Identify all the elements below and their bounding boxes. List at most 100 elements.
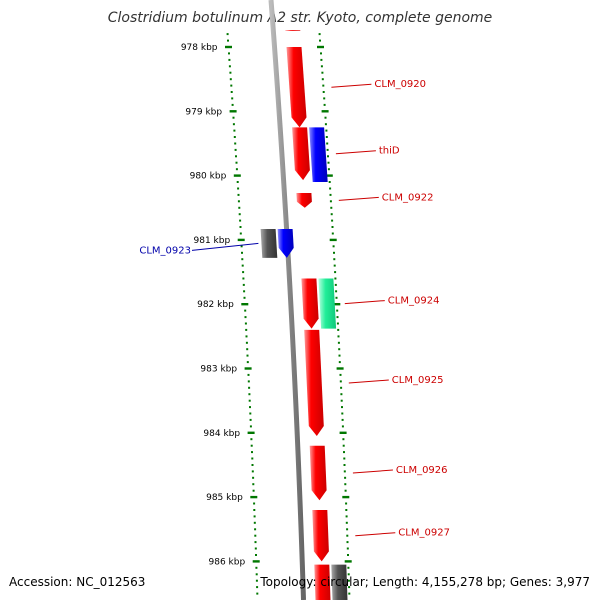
gene-thiD[interactable]: [292, 127, 310, 181]
gene-CLM_0922[interactable]: [296, 193, 312, 208]
minor-tick-mark: [254, 534, 257, 537]
minor-tick-mark: [243, 290, 246, 293]
minor-tick-mark: [231, 97, 234, 100]
minor-tick-mark: [234, 148, 237, 151]
minor-tick-mark: [323, 103, 326, 106]
minor-tick-mark: [235, 155, 237, 158]
minor-tick-mark: [229, 78, 232, 81]
gene-CLM_0926[interactable]: [309, 445, 327, 501]
minor-tick-mark: [328, 181, 331, 183]
minor-tick-mark: [327, 155, 329, 158]
minor-tick-mark: [343, 457, 346, 460]
minor-tick-mark: [337, 335, 340, 338]
minor-tick-mark: [321, 78, 324, 81]
gene-label-CLM_0922[interactable]: CLM_0922: [382, 192, 434, 203]
minor-tick-mark: [248, 386, 251, 389]
minor-tick-mark: [346, 534, 349, 537]
minor-tick-mark: [241, 258, 244, 261]
minor-tick-mark: [235, 161, 238, 164]
gene-label-CLM_0924[interactable]: CLM_0924: [388, 296, 440, 307]
label-leader-line: [352, 469, 393, 474]
minor-tick-mark: [242, 283, 245, 286]
minor-tick-mark: [236, 181, 239, 183]
minor-tick-mark: [320, 58, 323, 61]
minor-tick-mark: [340, 386, 343, 389]
minor-tick-mark: [237, 187, 240, 190]
gene-label-CLM_0926[interactable]: CLM_0926: [396, 465, 448, 476]
major-tick-right: [321, 110, 329, 113]
minor-tick-mark: [238, 206, 241, 209]
gene-label-thiD[interactable]: thiD: [379, 146, 400, 157]
gene-CLM_0924-green[interactable]: [318, 278, 337, 329]
scale-dots: [226, 33, 351, 595]
minor-tick-mark: [324, 123, 327, 126]
minor-tick-mark: [333, 258, 336, 261]
gene-CLM_0923[interactable]: [277, 229, 294, 258]
gene-label-CLM_0923[interactable]: CLM_0923: [139, 245, 191, 256]
gene-label-CLM_0925[interactable]: CLM_0925: [392, 375, 444, 386]
gene-g-top-red[interactable]: [285, 30, 301, 31]
major-tick-right: [325, 174, 333, 177]
major-tick-left: [237, 238, 245, 242]
minor-tick-mark: [253, 502, 256, 505]
minor-tick-mark: [322, 84, 325, 87]
minor-tick-mark: [230, 84, 233, 87]
gene-CLM_0924[interactable]: [301, 278, 319, 329]
tick-label: 985 kbp: [206, 493, 243, 503]
minor-tick-mark: [343, 451, 345, 454]
minor-tick-mark: [347, 566, 350, 569]
minor-tick-mark: [245, 341, 248, 344]
major-tick-left: [225, 45, 232, 49]
minor-tick-mark: [344, 483, 347, 486]
minor-tick-mark: [239, 232, 242, 235]
minor-tick-mark: [254, 547, 257, 550]
tick-label: 981 kbp: [194, 236, 231, 246]
minor-tick-mark: [242, 271, 245, 274]
tick-label: 982 kbp: [197, 300, 234, 310]
gene-CLM_0925[interactable]: [304, 329, 324, 436]
gene-CLM_0920[interactable]: [286, 47, 307, 128]
minor-tick-mark: [255, 573, 258, 576]
minor-tick-mark: [321, 71, 324, 74]
minor-tick-mark: [342, 438, 345, 441]
gene-CLM_0923-grey[interactable]: [260, 229, 278, 258]
major-tick-left: [244, 367, 252, 370]
minor-tick-mark: [341, 412, 344, 415]
minor-tick-mark: [233, 129, 236, 132]
minor-tick-mark: [241, 251, 243, 254]
minor-tick-mark: [253, 515, 256, 518]
minor-tick-mark: [346, 528, 349, 531]
gene-g-bottom-red[interactable]: [314, 564, 331, 600]
minor-tick-mark: [324, 116, 327, 119]
minor-tick-mark: [251, 464, 254, 466]
minor-tick-mark: [327, 161, 330, 164]
minor-tick-mark: [252, 483, 255, 486]
minor-tick-mark: [326, 148, 329, 151]
minor-tick-mark: [345, 521, 348, 524]
gene-label-CLM_0927[interactable]: CLM_0927: [398, 528, 450, 539]
minor-tick-mark: [326, 142, 329, 145]
minor-tick-mark: [323, 97, 326, 100]
minor-tick-mark: [249, 425, 252, 428]
minor-tick-mark: [229, 71, 232, 74]
gene-thiD-partner[interactable]: [309, 127, 328, 182]
minor-tick-mark: [227, 39, 229, 42]
major-tick-left: [252, 560, 260, 563]
minor-tick-mark: [255, 579, 258, 582]
minor-tick-mark: [347, 579, 350, 582]
minor-tick-mark: [331, 232, 334, 235]
minor-tick-mark: [334, 271, 337, 274]
gene-label-CLM_0920[interactable]: CLM_0920: [374, 79, 426, 90]
gene-g-bottom-grey[interactable]: [331, 564, 348, 600]
minor-tick-mark: [251, 457, 254, 460]
minor-tick-mark: [320, 52, 322, 55]
minor-tick-mark: [345, 515, 348, 518]
minor-tick-mark: [239, 219, 242, 222]
minor-tick-mark: [238, 213, 241, 216]
minor-tick-mark: [343, 470, 346, 473]
label-leader-line: [355, 532, 396, 537]
minor-tick-mark: [347, 554, 349, 556]
major-tick-right: [333, 303, 341, 306]
minor-tick-mark: [338, 361, 341, 364]
gene-CLM_0927[interactable]: [312, 510, 329, 562]
